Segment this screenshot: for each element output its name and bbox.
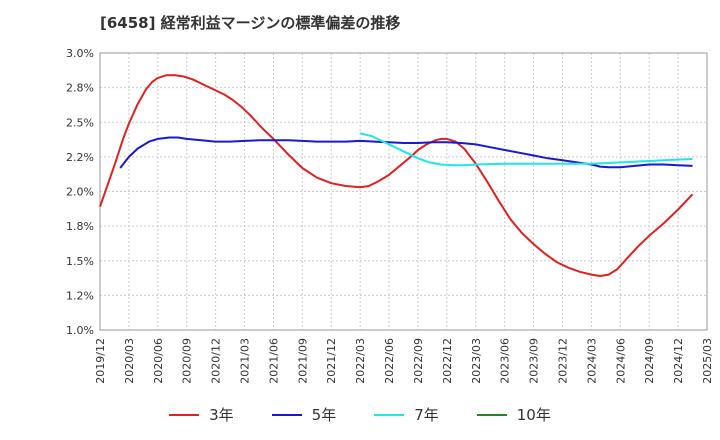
x-tick-label: 2022/06	[383, 338, 396, 384]
x-tick-label: 2022/03	[354, 338, 367, 384]
x-tick-label: 2021/03	[239, 338, 252, 384]
x-tick-label: 2023/06	[499, 338, 512, 384]
legend-item-10y[interactable]: 10年	[476, 404, 551, 425]
legend-item-3y[interactable]: 3年	[169, 404, 234, 425]
x-tick-label: 2020/03	[123, 338, 136, 384]
x-tick-label: 2023/09	[528, 338, 541, 384]
x-tick-label: 2023/03	[470, 338, 483, 384]
x-tick-label: 2024/06	[614, 338, 627, 384]
y-tick-label: 2.8%	[66, 82, 94, 95]
legend-label-5y: 5年	[311, 406, 337, 424]
legend-label-3y: 3年	[209, 406, 234, 424]
series-line-2	[119, 136, 693, 169]
y-tick-label: 1.8%	[66, 220, 94, 233]
x-tick-label: 2021/12	[325, 338, 338, 384]
y-tick-label: 1.0%	[66, 324, 94, 337]
legend-swatch-3y	[169, 413, 200, 416]
y-tick-label: 3.0%	[66, 47, 94, 60]
x-tick-label: 2024/03	[585, 338, 598, 384]
series-line-1	[99, 74, 694, 277]
x-tick-label: 2024/09	[643, 338, 656, 384]
chart-title: [6458] 経常利益マージンの標準偏差の推移	[100, 14, 401, 32]
legend-swatch-5y	[271, 413, 302, 416]
legend-label-7y: 7年	[414, 406, 439, 424]
legend-item-5y[interactable]: 5年	[271, 404, 337, 425]
x-tick-label: 2023/12	[556, 338, 569, 384]
x-tick-label: 2019/12	[94, 338, 107, 384]
y-tick-label: 1.2%	[66, 289, 94, 302]
x-tick-label: 2020/12	[210, 338, 223, 384]
legend-swatch-10y	[476, 413, 507, 416]
x-tick-label: 2021/06	[267, 338, 280, 384]
legend: 3年 5年 7年 10年	[0, 404, 720, 425]
legend-label-10y: 10年	[516, 406, 551, 424]
y-tick-label: 2.0%	[66, 186, 94, 199]
legend-item-7y[interactable]: 7年	[374, 404, 439, 425]
series-line-3	[359, 132, 693, 167]
plot-frame	[99, 52, 708, 331]
y-tick-label: 2.5%	[66, 116, 94, 129]
y-tick-label: 1.5%	[66, 255, 94, 268]
x-tick-label: 2020/09	[181, 338, 194, 384]
legend-swatch-7y	[374, 413, 405, 416]
x-tick-label: 2025/03	[701, 338, 714, 384]
x-tick-label: 2024/12	[672, 338, 685, 384]
x-tick-label: 2022/12	[441, 338, 454, 384]
x-tick-label: 2020/06	[152, 338, 165, 384]
x-tick-label: 2021/09	[296, 338, 309, 384]
y-tick-label: 2.2%	[66, 151, 94, 164]
x-tick-label: 2022/09	[412, 338, 425, 384]
